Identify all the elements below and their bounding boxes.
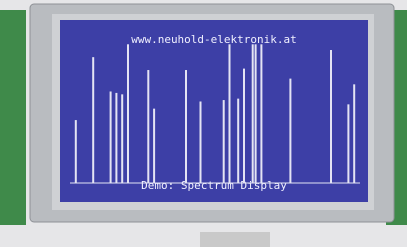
spectrum-bar xyxy=(353,84,355,183)
spectrum-bar xyxy=(289,79,291,183)
screen-caption: Demo: Spectrum Display xyxy=(141,179,287,192)
page: {"chart_data": {"type": "bar", "title": … xyxy=(0,0,407,247)
spectrum-bar xyxy=(260,44,262,183)
screen-title: www.neuhold-elektronik.at xyxy=(131,33,297,46)
spectrum-bar xyxy=(252,44,254,183)
spectrum-bar xyxy=(75,120,77,183)
spectrum-bar xyxy=(347,104,349,183)
lcd-screen xyxy=(60,20,368,202)
spectrum-bar xyxy=(92,57,94,183)
spectrum-bar xyxy=(147,70,149,183)
connector xyxy=(200,232,270,247)
spectrum-bar xyxy=(153,109,155,183)
spectrum-bar xyxy=(229,44,231,183)
spectrum-bar xyxy=(237,99,239,183)
device-photo: www.neuhold-elektronik.at Demo: Spectrum… xyxy=(0,0,407,247)
spectrum-bar xyxy=(330,50,332,183)
spectrum-bar xyxy=(243,69,245,183)
pcb-left xyxy=(0,10,26,225)
spectrum-bar xyxy=(110,91,112,183)
spectrum-bar xyxy=(255,44,257,183)
spectrum-bar xyxy=(115,93,117,183)
spectrum-bar xyxy=(223,100,225,183)
spectrum-bar xyxy=(127,44,129,183)
spectrum-bar xyxy=(121,94,123,183)
spectrum-bar xyxy=(185,70,187,183)
spectrum-bar xyxy=(200,101,202,183)
